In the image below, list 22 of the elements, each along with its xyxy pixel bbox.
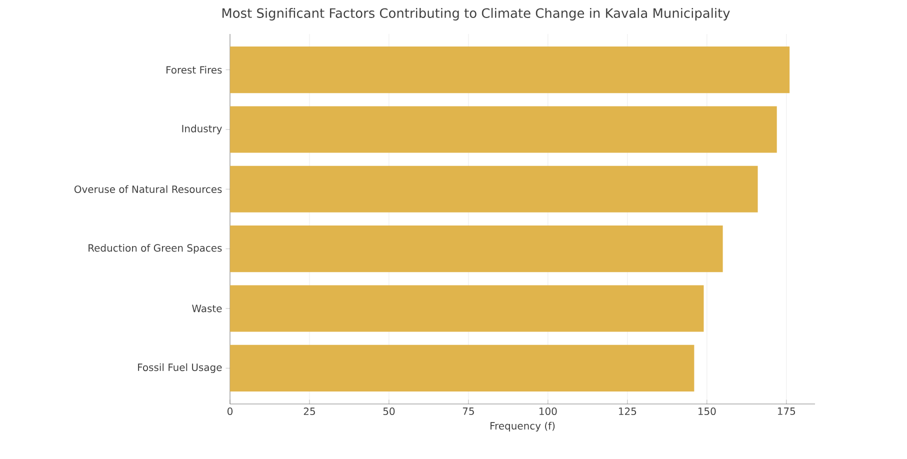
- x-axis-title: Frequency (f): [490, 422, 555, 432]
- y-tick-label: Overuse of Natural Resources: [74, 185, 222, 194]
- bar: [230, 226, 723, 272]
- y-tick-label: Waste: [192, 304, 222, 312]
- bar: [230, 344, 694, 392]
- x-tick-label: 125: [619, 407, 636, 416]
- y-tick-label: Forest Fires: [166, 66, 222, 74]
- bar: [230, 285, 704, 332]
- x-tick-label: 175: [778, 408, 796, 415]
- x-tick-label: 150: [698, 407, 716, 416]
- y-tick-label: Reduction of Green Spaces: [88, 244, 222, 254]
- bar: [230, 166, 758, 212]
- x-tick-label: 50: [383, 407, 395, 416]
- y-tick-label: Fossil Fuel Usage: [138, 363, 222, 374]
- bar: [230, 106, 777, 153]
- x-tick-label: 100: [540, 407, 557, 416]
- y-tick-label: Industry: [182, 124, 222, 134]
- bar: [230, 46, 790, 94]
- x-tick-label: 75: [462, 408, 474, 415]
- chart-title: Most Significant Factors Contributing to Climate Change in Kavala Municipality: [222, 8, 730, 20]
- x-tick-label: 0: [227, 407, 233, 416]
- x-tick-label: 25: [304, 407, 315, 416]
